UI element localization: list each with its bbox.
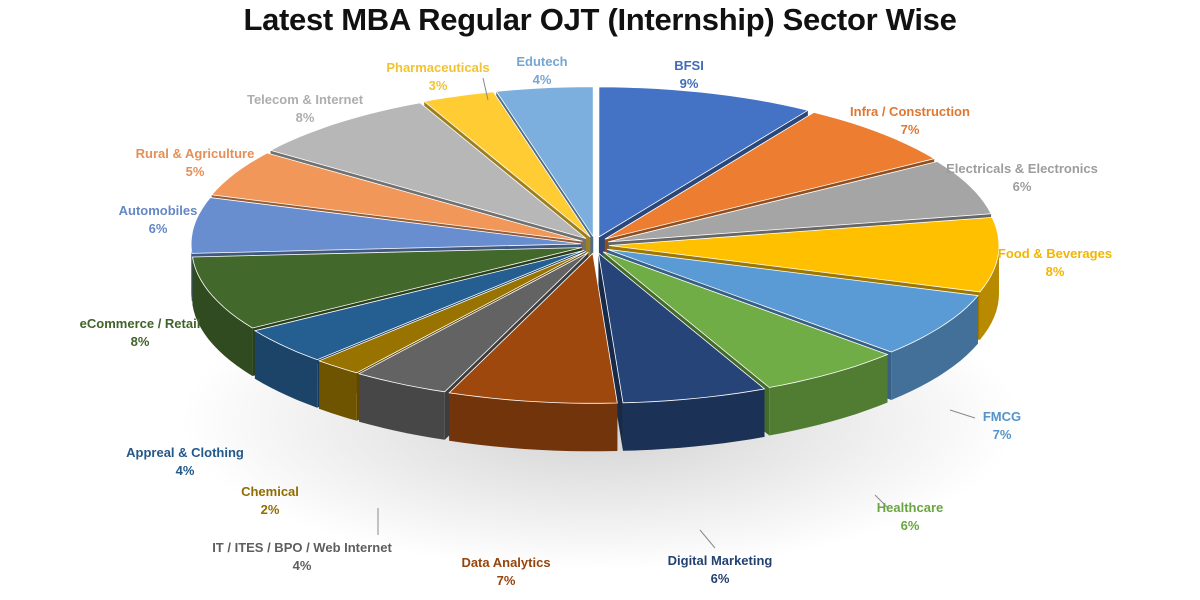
pie-slice bbox=[607, 161, 992, 243]
chart-title: Latest MBA Regular OJT (Internship) Sect… bbox=[243, 2, 957, 37]
slice-value: 9% bbox=[680, 76, 699, 91]
pie-slice bbox=[357, 252, 589, 393]
slice-label: Data Analytics bbox=[461, 555, 550, 570]
slice-label: Pharmaceuticals bbox=[386, 60, 489, 75]
slice-value: 7% bbox=[497, 573, 516, 588]
pie-slice bbox=[253, 250, 585, 361]
pie-slice bbox=[597, 252, 766, 404]
slice-value: 6% bbox=[1013, 179, 1032, 194]
leader-line bbox=[949, 409, 976, 419]
slice-label: Automobiles bbox=[119, 203, 198, 218]
slice-value: 8% bbox=[131, 334, 150, 349]
slice-label: Appreal & Clothing bbox=[126, 445, 244, 460]
slice-label: Chemical bbox=[241, 484, 299, 499]
pie-slice bbox=[495, 86, 594, 239]
leader-lines bbox=[377, 77, 976, 549]
slice-label: eCommerce / Retail bbox=[80, 316, 201, 331]
slice-side bbox=[359, 373, 445, 440]
leader-line bbox=[874, 494, 889, 509]
pie-slice bbox=[604, 111, 936, 240]
pie-slice bbox=[608, 216, 1000, 293]
slice-side bbox=[191, 243, 192, 302]
slice-value: 4% bbox=[533, 72, 552, 87]
leader-line bbox=[482, 77, 489, 101]
pie-slice bbox=[210, 152, 583, 242]
pie-slice bbox=[448, 252, 618, 404]
pie-slice bbox=[317, 251, 587, 374]
slice-label: Digital Marketing bbox=[668, 553, 773, 568]
slice-value: 2% bbox=[261, 502, 280, 517]
slice-value: 4% bbox=[176, 463, 195, 478]
slice-label: Rural & Agriculture bbox=[136, 146, 255, 161]
slice-label: Food & Beverages bbox=[998, 246, 1112, 261]
slice-side bbox=[769, 354, 888, 436]
slice-label: Infra / Construction bbox=[850, 104, 970, 119]
slice-labels: BFSI 9% Infra / Construction 7% Electricals … bbox=[80, 54, 1112, 588]
pie-slice bbox=[190, 197, 582, 254]
slice-side bbox=[319, 360, 357, 421]
pie-slice bbox=[598, 86, 809, 238]
pie-slice bbox=[606, 248, 979, 353]
slice-value: 7% bbox=[901, 122, 920, 137]
slice-value: 6% bbox=[711, 571, 730, 586]
slice-label: IT / ITES / BPO / Web Internet bbox=[212, 540, 392, 555]
slice-side bbox=[192, 257, 253, 376]
slice-value: 6% bbox=[149, 221, 168, 236]
slice-side bbox=[254, 330, 318, 408]
slice-side bbox=[449, 392, 618, 452]
leader-line bbox=[699, 529, 716, 549]
pie-slice bbox=[192, 247, 582, 329]
slice-side bbox=[891, 295, 978, 400]
slice-label: FMCG bbox=[983, 409, 1021, 424]
pie-slice bbox=[269, 102, 587, 239]
slice-value: 4% bbox=[293, 558, 312, 573]
slice-value: 5% bbox=[186, 164, 205, 179]
slice-label: Edutech bbox=[516, 54, 567, 69]
slice-value: 6% bbox=[901, 518, 920, 533]
slice-value: 8% bbox=[1046, 264, 1065, 279]
slice-label: BFSI bbox=[674, 58, 704, 73]
slice-label: Telecom & Internet bbox=[247, 92, 364, 107]
slice-side bbox=[623, 388, 765, 451]
pie-top-layer bbox=[190, 86, 1000, 404]
slice-label: Healthcare bbox=[877, 500, 943, 515]
slice-value: 3% bbox=[429, 78, 448, 93]
slice-label: Electricals & Electronics bbox=[946, 161, 1098, 176]
pie-slice bbox=[602, 251, 889, 388]
slice-value: 7% bbox=[993, 427, 1012, 442]
pie-slice bbox=[423, 91, 591, 238]
slice-value: 8% bbox=[296, 110, 315, 125]
